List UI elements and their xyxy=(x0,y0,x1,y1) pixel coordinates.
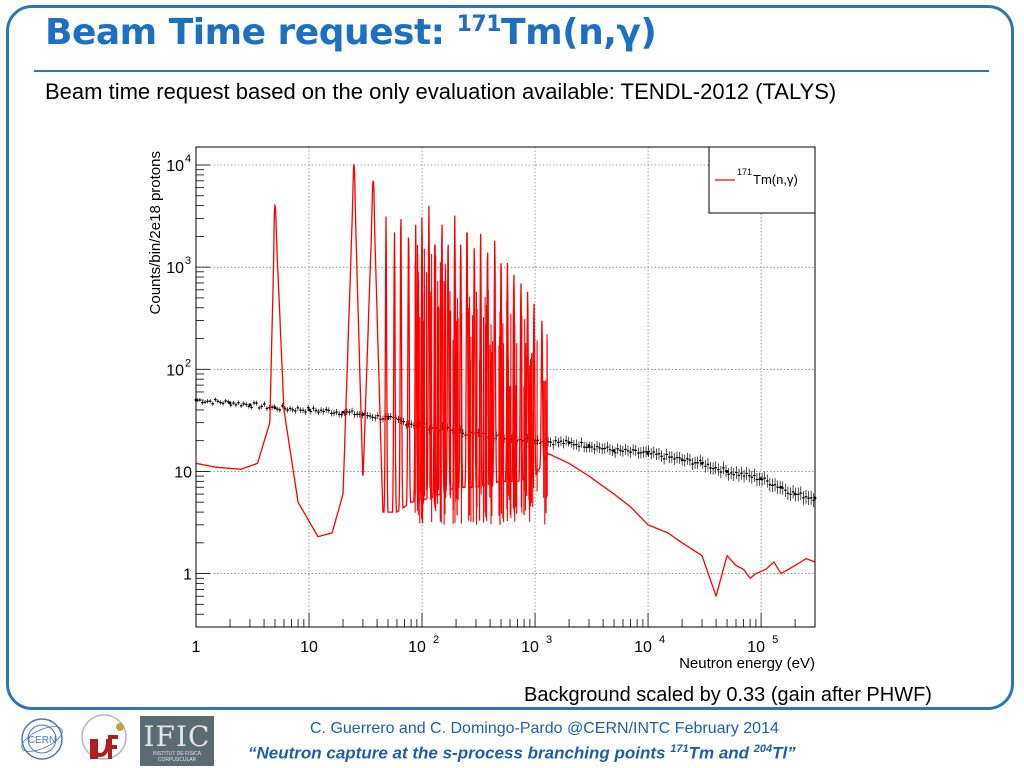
slide-subtitle: Beam time request based on the only eval… xyxy=(45,79,837,104)
cern-logo: CERN xyxy=(21,718,63,760)
y-axis-title: Counts/bin/2e18 protons xyxy=(147,151,164,314)
y-tick-label: 10 xyxy=(166,158,184,175)
x-tick-label: 10 xyxy=(408,639,426,656)
chart-container: 1 10 10 2 10 3 10 4 10 5 1 10 10 2 10 3 10 4 Neutron energ… xyxy=(112,112,902,697)
x-tick-exponent: 2 xyxy=(433,634,439,646)
x-tick-label: 1 xyxy=(192,639,201,656)
y-tick-label: 10 xyxy=(166,362,184,379)
y-tick-label: 10 xyxy=(166,260,184,277)
slide-title: Beam Time request: 171Tm(n,γ) xyxy=(45,12,657,53)
x-tick-exponent: 4 xyxy=(659,634,665,646)
y-tick-exponent: 4 xyxy=(185,153,191,165)
svg-text:CERN: CERN xyxy=(28,735,56,746)
y-tick-exponent: 2 xyxy=(185,357,191,369)
slide-frame xyxy=(6,5,1014,710)
plot-frame xyxy=(195,146,816,628)
x-tick-label: 10 xyxy=(300,639,318,656)
legend-label-sup: 171 xyxy=(737,167,752,177)
x-tick-label: 10 xyxy=(634,639,652,656)
y-tick-exponent: 3 xyxy=(185,255,191,267)
footer-talk-title: “Neutron capture at the s-process branch… xyxy=(248,743,796,763)
background-point xyxy=(587,443,591,447)
x-axis-title: Neutron energy (eV) xyxy=(679,655,815,672)
footer-authors: C. Guerrero and C. Domingo-Pardo @CERN/I… xyxy=(310,720,779,737)
legend-label: Tm(n,γ) xyxy=(753,172,798,187)
background-scale-note: Background scaled by 0.33 (gain after PH… xyxy=(524,684,932,706)
axis-ticks xyxy=(195,164,816,628)
legend: 171 Tm(n,γ) xyxy=(708,146,816,214)
plot-area-border xyxy=(195,146,816,628)
y-tick-label: 10 xyxy=(174,464,192,481)
universidad-sevilla-logo xyxy=(81,714,127,760)
background-point xyxy=(646,452,650,455)
x-tick-label: 10 xyxy=(747,639,765,656)
signal-series xyxy=(195,163,816,598)
x-tick-label: 10 xyxy=(521,639,539,656)
background-series xyxy=(194,397,817,508)
title-divider xyxy=(34,70,989,72)
y-tick-label: 1 xyxy=(183,567,192,584)
x-tick-exponent: 3 xyxy=(546,634,552,646)
ific-logo: IFIC INSTITUT DE FISICA CORPUSCULAR xyxy=(140,716,214,766)
signal-curve xyxy=(195,163,816,598)
x-tick-exponent: 5 xyxy=(772,634,778,646)
